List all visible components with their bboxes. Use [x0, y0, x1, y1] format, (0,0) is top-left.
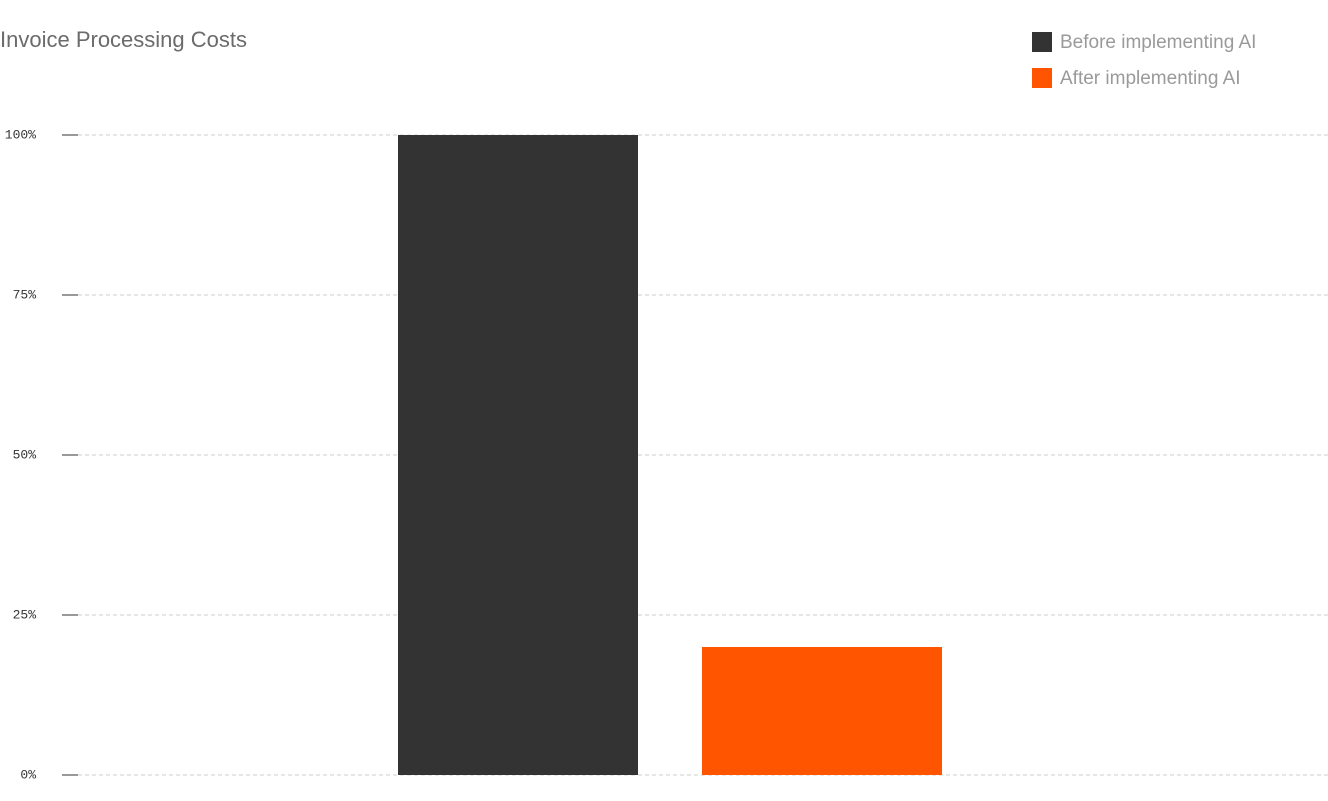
- legend-label: Before implementing AI: [1060, 32, 1256, 53]
- y-tick-label: 0%: [20, 767, 36, 782]
- y-tick-label: 25%: [13, 607, 37, 622]
- legend-label: After implementing AI: [1060, 68, 1241, 89]
- chart-title: Invoice Processing Costs: [0, 27, 247, 52]
- y-tick-label: 100%: [5, 127, 36, 142]
- bar: [702, 647, 942, 775]
- bar: [398, 135, 638, 775]
- y-tick-label: 75%: [13, 287, 37, 302]
- legend-swatch: [1032, 68, 1052, 88]
- legend-swatch: [1032, 32, 1052, 52]
- y-tick-label: 50%: [13, 447, 37, 462]
